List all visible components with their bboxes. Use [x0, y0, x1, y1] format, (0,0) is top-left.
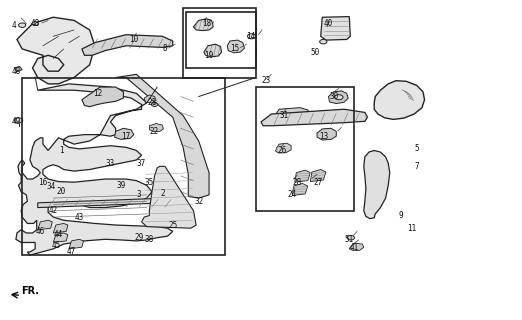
Text: 10: 10	[129, 35, 138, 44]
Circle shape	[151, 103, 158, 106]
Text: 32: 32	[194, 197, 203, 206]
Text: 4: 4	[12, 21, 17, 30]
Polygon shape	[295, 170, 310, 182]
Text: 33: 33	[106, 159, 115, 168]
Polygon shape	[141, 166, 196, 228]
Bar	[186, 12, 256, 68]
Text: 34: 34	[46, 182, 55, 191]
Polygon shape	[149, 124, 163, 132]
Text: 12: 12	[93, 89, 102, 98]
Text: 47: 47	[67, 247, 76, 257]
Text: 51: 51	[345, 235, 354, 244]
Text: 7: 7	[414, 162, 419, 171]
Polygon shape	[317, 128, 336, 140]
Text: 22: 22	[150, 127, 159, 136]
Bar	[256, 87, 354, 211]
Text: 35: 35	[145, 178, 154, 187]
Circle shape	[347, 236, 354, 240]
Text: 24: 24	[288, 190, 297, 199]
Text: 39: 39	[116, 181, 125, 190]
Polygon shape	[364, 150, 390, 219]
Polygon shape	[17, 17, 95, 84]
Text: 8: 8	[163, 44, 167, 53]
Circle shape	[15, 118, 22, 123]
Text: 28: 28	[293, 178, 302, 187]
Text: 50: 50	[311, 48, 320, 57]
Text: 2: 2	[160, 189, 164, 198]
Polygon shape	[16, 84, 173, 255]
Text: 14: 14	[246, 32, 255, 41]
Polygon shape	[194, 19, 213, 31]
Circle shape	[18, 23, 26, 28]
Polygon shape	[227, 40, 244, 53]
Text: 49: 49	[11, 117, 20, 126]
Text: FR.: FR.	[21, 286, 39, 296]
Text: 43: 43	[75, 212, 84, 222]
Text: 44: 44	[54, 230, 63, 239]
Polygon shape	[144, 95, 156, 103]
Text: 48: 48	[11, 67, 20, 76]
Text: 18: 18	[202, 19, 211, 28]
Polygon shape	[69, 239, 84, 249]
Text: 21: 21	[147, 99, 157, 108]
Text: 31: 31	[280, 111, 289, 120]
Polygon shape	[82, 35, 173, 55]
Text: 16: 16	[38, 178, 48, 187]
Text: 3: 3	[137, 190, 141, 199]
Text: 5: 5	[414, 144, 419, 153]
Polygon shape	[261, 109, 367, 126]
Text: 26: 26	[277, 146, 287, 155]
Circle shape	[319, 39, 327, 44]
Polygon shape	[38, 220, 52, 230]
Text: 20: 20	[56, 187, 66, 196]
Polygon shape	[204, 44, 221, 57]
Text: 37: 37	[137, 159, 146, 168]
Polygon shape	[82, 87, 123, 107]
Polygon shape	[277, 108, 310, 118]
Text: 11: 11	[407, 224, 416, 233]
Text: 45: 45	[51, 241, 61, 250]
Text: 13: 13	[319, 132, 328, 141]
Polygon shape	[15, 67, 22, 72]
Polygon shape	[115, 128, 134, 140]
Text: 42: 42	[49, 206, 58, 215]
Circle shape	[32, 22, 38, 26]
Polygon shape	[374, 81, 424, 119]
Bar	[22, 77, 224, 255]
Polygon shape	[321, 17, 350, 40]
Polygon shape	[349, 243, 364, 251]
Polygon shape	[53, 223, 68, 233]
Polygon shape	[328, 91, 348, 104]
Text: 1: 1	[59, 146, 63, 155]
Polygon shape	[53, 233, 68, 243]
Text: 48: 48	[30, 19, 40, 28]
Text: 9: 9	[399, 211, 404, 220]
Polygon shape	[310, 170, 326, 181]
Text: 38: 38	[145, 235, 154, 244]
Text: 17: 17	[122, 132, 130, 141]
Text: 23: 23	[262, 76, 271, 85]
Text: 19: 19	[205, 51, 213, 60]
Polygon shape	[38, 198, 168, 208]
Polygon shape	[292, 183, 308, 196]
Text: 41: 41	[350, 243, 359, 252]
Text: 25: 25	[168, 220, 177, 229]
Text: 29: 29	[134, 233, 144, 242]
Polygon shape	[276, 143, 291, 153]
Text: 27: 27	[314, 178, 323, 187]
Polygon shape	[115, 74, 209, 198]
Text: 46: 46	[35, 227, 45, 236]
Text: 15: 15	[230, 44, 240, 53]
Text: 40: 40	[324, 19, 333, 28]
Circle shape	[247, 34, 256, 39]
Bar	[183, 8, 256, 77]
Circle shape	[335, 95, 343, 100]
Text: 30: 30	[329, 92, 338, 101]
